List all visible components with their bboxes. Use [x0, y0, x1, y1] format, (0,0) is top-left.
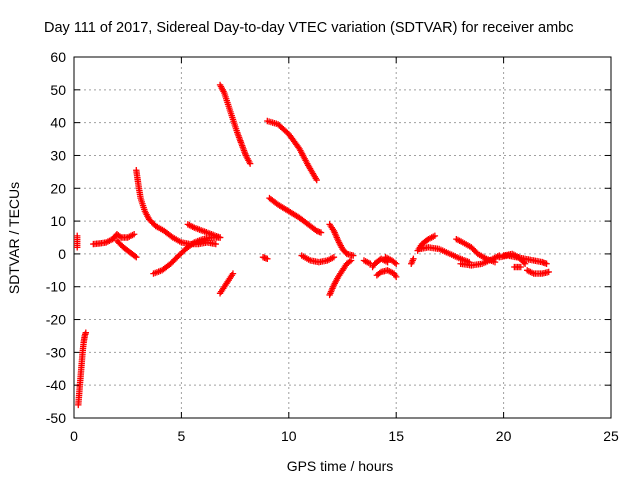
- y-tick-label: 20: [50, 180, 66, 196]
- data-point: [521, 260, 529, 267]
- y-tick-label: -30: [46, 344, 66, 360]
- series-arc-27: [511, 263, 524, 271]
- series-arc-26: [500, 250, 529, 267]
- x-tick-label: 15: [388, 428, 404, 444]
- x-tick-label: 20: [496, 428, 512, 444]
- y-tick-label: 10: [50, 213, 66, 229]
- y-tick-label: -40: [46, 377, 66, 393]
- series-arc-19: [382, 253, 400, 267]
- series-arc-28: [524, 267, 552, 277]
- data-point: [391, 259, 398, 266]
- x-tick-label: 10: [281, 428, 297, 444]
- data-point: [212, 240, 219, 248]
- axis-ticks: [73, 56, 612, 419]
- data-point: [317, 229, 325, 236]
- series-arc-18: [373, 267, 400, 281]
- series-arc-08: [216, 270, 237, 297]
- data-point: [517, 263, 524, 271]
- data-point: [133, 253, 140, 261]
- data-point: [116, 233, 124, 240]
- data-point: [393, 260, 400, 267]
- y-axis-label: SDTVAR / TECUs: [6, 182, 22, 294]
- data-point: [216, 234, 224, 241]
- y-tick-label: 30: [50, 147, 66, 163]
- series-arc-14: [326, 221, 357, 259]
- y-tick-label: 40: [50, 115, 66, 131]
- data-point: [431, 232, 439, 240]
- data-point: [346, 258, 353, 265]
- data-point: [131, 253, 139, 260]
- series-arc-13: [298, 252, 338, 266]
- data-point: [330, 253, 338, 261]
- y-tick-label: 60: [50, 49, 66, 65]
- x-tick-label: 25: [603, 428, 619, 444]
- data-point: [520, 259, 527, 266]
- x-tick-label: 5: [178, 428, 186, 444]
- data-point: [74, 244, 81, 251]
- series-arc-23: [453, 235, 499, 266]
- x-tick-label: 0: [70, 428, 78, 444]
- y-tick-label: 50: [50, 82, 66, 98]
- y-tick-labels: -50 -40 -30 -20 -10 0 10 20 30 40 50 60: [46, 49, 66, 426]
- y-tick-label: -10: [46, 279, 66, 295]
- series-arc-24: [457, 252, 503, 269]
- data-points: [74, 81, 552, 409]
- series-arc-05: [133, 167, 219, 248]
- x-tick-labels: 0 5 10 15 20 25: [70, 428, 619, 444]
- data-point: [246, 160, 254, 167]
- data-point: [82, 329, 90, 336]
- series-arc-01: [74, 232, 81, 251]
- data-point: [543, 260, 550, 267]
- series-arc-09: [216, 81, 254, 167]
- series-arc-07: [184, 221, 224, 241]
- data-point: [229, 270, 237, 277]
- data-point: [313, 176, 320, 184]
- data-point: [264, 255, 271, 263]
- y-tick-label: -20: [46, 312, 66, 328]
- x-axis-label: GPS time / hours: [287, 458, 394, 474]
- series-arc-04: [113, 237, 140, 261]
- y-tick-label: -50: [46, 410, 66, 426]
- series-arc-15: [326, 257, 355, 299]
- series-arc-11: [264, 117, 320, 184]
- gridlines: [74, 57, 611, 418]
- series-arc-12: [266, 194, 325, 236]
- series-arc-02: [75, 329, 90, 409]
- series-arc-03: [90, 231, 138, 248]
- plot-frame: [73, 56, 612, 419]
- data-point: [545, 268, 552, 276]
- y-tick-label: 0: [58, 246, 66, 262]
- series-arc-10: [259, 253, 271, 263]
- series-arc-20: [408, 255, 417, 267]
- data-point: [350, 252, 357, 259]
- data-point: [393, 273, 400, 281]
- chart-title: Day 111 of 2017, Sidereal Day-to-day VTE…: [44, 20, 573, 36]
- data-point: [347, 257, 355, 264]
- data-point: [130, 231, 138, 238]
- data-point: [410, 255, 417, 263]
